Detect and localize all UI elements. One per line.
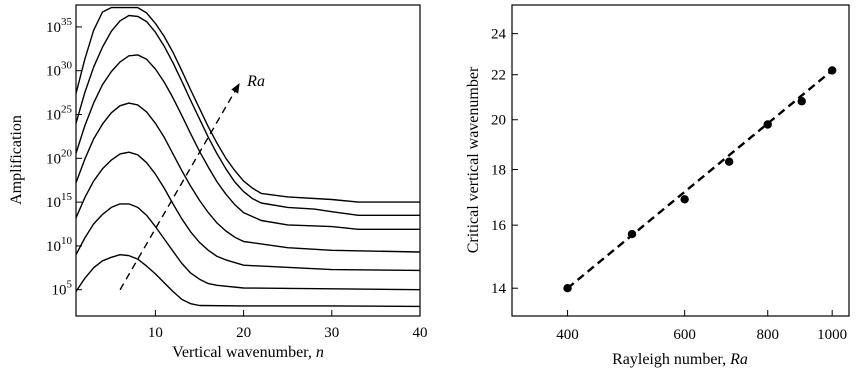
left-x-tick-label: 30 (324, 325, 339, 341)
right-plot-frame (511, 4, 850, 317)
right-x-tick-label: 800 (756, 327, 779, 343)
left-y-tick-label: 1010 (46, 235, 73, 255)
right-x-tick-label: 600 (673, 327, 696, 343)
right-x-tick-label: 1000 (817, 327, 847, 343)
left-x-ticks: 10 20 30 40 (148, 310, 428, 341)
left-plot-frame (75, 4, 421, 317)
left-y-tick-label: 1025 (46, 104, 73, 124)
left-y-tick-label: 1015 (46, 191, 73, 211)
left-y-tick-label: 1030 (46, 60, 73, 80)
amplification-curve-6 (75, 14, 420, 216)
amplification-curve-5 (75, 54, 420, 230)
right-y-tick-label: 24 (491, 27, 507, 43)
data-point (827, 66, 837, 75)
critical-wavenumber-chart: 400 600 800 1000 14 16 18 20 22 24 Rayleigh numb… (465, 4, 850, 368)
amplification-curve-4 (75, 102, 421, 253)
data-point (797, 97, 806, 106)
data-point (724, 157, 734, 166)
left-x-tick-label: 10 (148, 325, 163, 341)
data-point (763, 120, 772, 129)
right-x-tick-label: 400 (556, 327, 579, 343)
data-points (563, 66, 837, 293)
ra-label: Ra (246, 73, 265, 90)
amplification-curve-2 (75, 203, 421, 291)
left-x-tick-label: 40 (413, 325, 428, 341)
ra-arrow (119, 82, 240, 291)
data-point (680, 195, 689, 204)
right-y-axis-title: Critical vertical wavenumber (465, 66, 482, 253)
left-y-axis-title: Amplification (8, 115, 25, 205)
fit-line (566, 69, 833, 290)
left-y-tick-label: 1020 (46, 147, 73, 167)
right-y-tick-label: 16 (491, 218, 507, 234)
right-y-tick-label: 18 (491, 163, 506, 179)
right-y-tick-label: 22 (491, 68, 506, 84)
ra-annotation: Ra (119, 73, 265, 291)
left-y-tick-label: 105 (52, 279, 73, 299)
amplification-curves (75, 6, 421, 308)
right-y-ticks: 14 16 18 20 22 24 (491, 27, 518, 297)
amplification-curve-3 (75, 151, 421, 272)
data-point (627, 229, 637, 239)
right-x-ticks: 400 600 800 1000 (556, 310, 847, 343)
fit-line-segment (566, 69, 833, 290)
left-x-axis-title: Vertical wavenumber, n (172, 344, 324, 361)
amplification-curve-1 (75, 254, 421, 308)
right-y-tick-label: 14 (491, 281, 507, 297)
data-point (563, 284, 572, 293)
amplification-curve-7 (75, 6, 420, 203)
left-x-tick-label: 20 (236, 325, 251, 341)
right-y-tick-label: 20 (491, 113, 506, 129)
right-x-axis-title: Rayleigh number, Ra (612, 351, 748, 368)
left-y-tick-label: 1035 (46, 16, 73, 36)
left-y-ticks: 105 1010 1015 1020 1025 1030 1035 (46, 16, 82, 299)
